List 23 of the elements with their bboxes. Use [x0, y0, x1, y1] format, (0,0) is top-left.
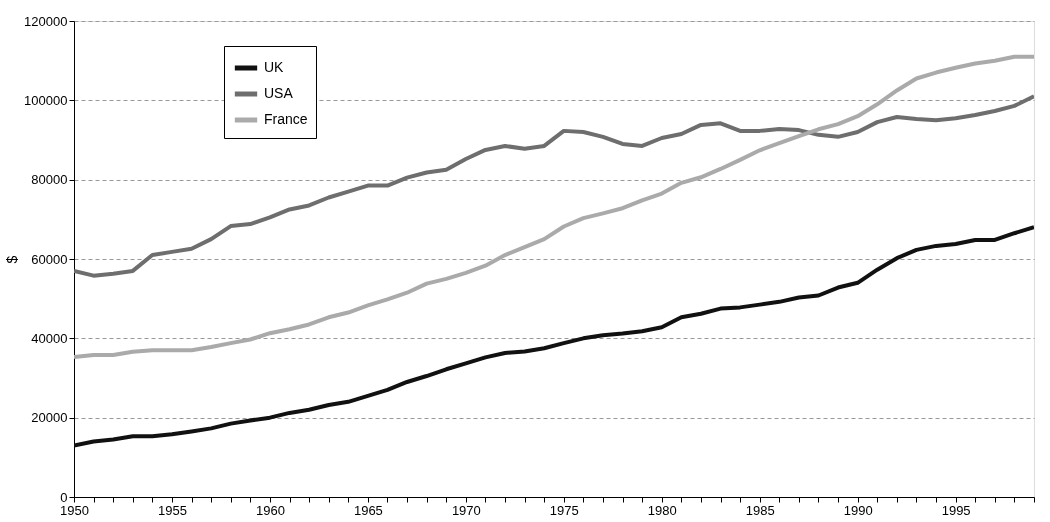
- y-tick-label: 80000: [31, 172, 68, 188]
- x-tick-label: 1985: [745, 502, 775, 518]
- legend-label: USA: [264, 85, 294, 101]
- x-tick-label: 1995: [941, 502, 971, 518]
- y-axis-title: $: [4, 255, 21, 264]
- x-tick-label: 1980: [647, 502, 677, 518]
- line-series: [74, 54, 1034, 359]
- y-tick-label: 60000: [31, 251, 68, 267]
- y-tick-label: 100000: [24, 92, 68, 108]
- legend-label: France: [264, 111, 308, 127]
- x-tick-label: 1950: [60, 502, 89, 518]
- y-tick-label: 0: [60, 489, 68, 505]
- y-tick-label: 120000: [24, 13, 68, 29]
- x-tick-label: 1975: [549, 502, 579, 518]
- y-tick-label: 40000: [31, 330, 68, 346]
- x-tick-label: 1965: [353, 502, 383, 518]
- x-tick-label: 1960: [255, 502, 285, 518]
- x-tick-label: 1990: [843, 502, 873, 518]
- x-tick-label: 1970: [451, 502, 481, 518]
- y-tick-label: 20000: [31, 410, 68, 426]
- legend-label: UK: [264, 59, 285, 75]
- x-tick-label: 1955: [158, 502, 187, 518]
- line-series: [74, 225, 1034, 448]
